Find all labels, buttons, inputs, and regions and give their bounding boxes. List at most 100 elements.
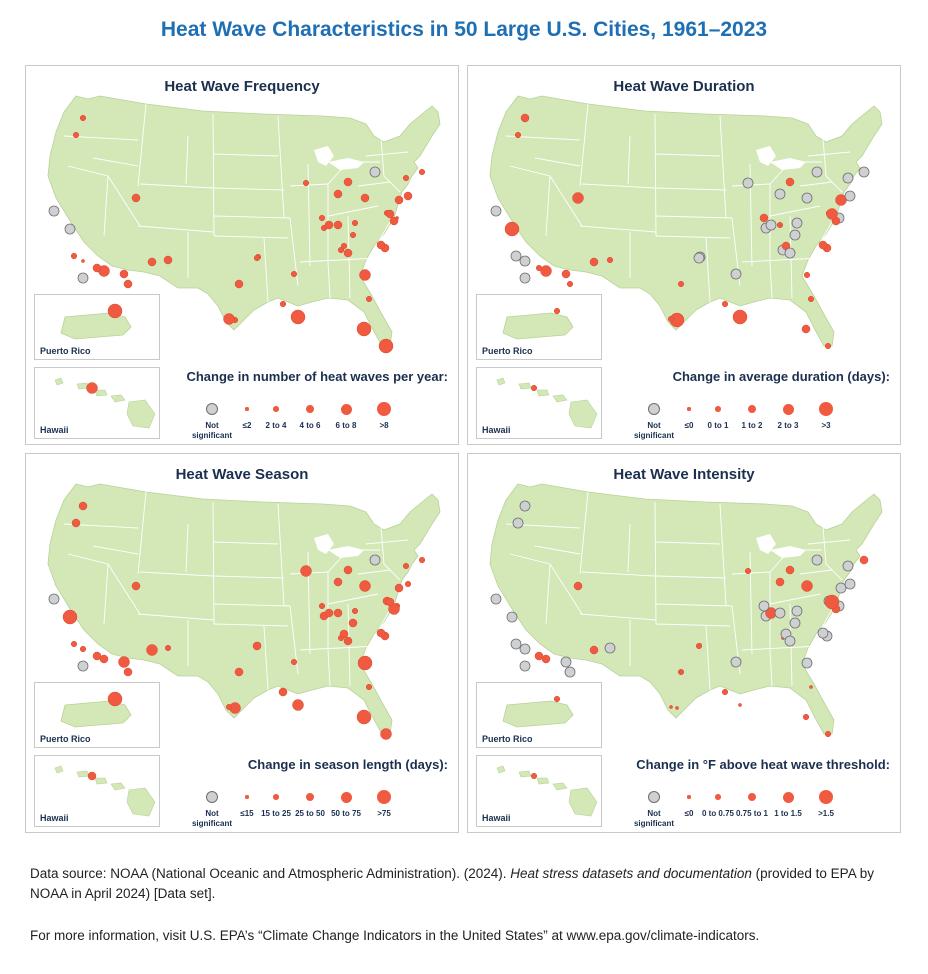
state-border (137, 225, 215, 233)
lake-erie (770, 546, 806, 558)
city-marker-new-york (403, 191, 413, 201)
city-marker-buffalo (811, 166, 823, 178)
city-marker-atlanta (359, 269, 371, 281)
city-marker-baltimore (826, 208, 838, 220)
city-marker-san-juan (107, 691, 123, 707)
inset-label-puerto-rico: Puerto Rico (40, 734, 91, 744)
city-marker-portland (512, 517, 524, 529)
legend-item: >1.5 (801, 787, 851, 819)
city-marker-raleigh (818, 240, 828, 250)
state-border (383, 175, 401, 193)
city-marker-san-diego (92, 651, 102, 661)
legend-label: 0.75 to 1 (735, 809, 768, 818)
legend-symbol (687, 407, 691, 411)
hawaii-inset: Hawaii (34, 755, 160, 827)
city-marker-new-orleans (721, 300, 729, 308)
legend-title: Change in °F above heat wave threshold: (636, 757, 890, 772)
legend-symbol (206, 403, 218, 415)
inset-label-hawaii: Hawaii (40, 425, 69, 435)
state-border (655, 623, 731, 627)
city-marker-albuquerque (163, 255, 173, 265)
state-border (277, 503, 285, 607)
city-marker-denver (519, 643, 531, 655)
city-marker-memphis (337, 246, 345, 254)
city-marker-cleveland (785, 177, 795, 187)
state-border (579, 491, 589, 575)
city-marker-san-antonio (669, 705, 673, 709)
puerto-rico-land (60, 700, 132, 728)
state-border (139, 571, 214, 577)
state-border (654, 501, 657, 625)
state-border (825, 563, 843, 581)
panel-intensity: Heat Wave Intensity Puerto Rico Hawaii C… (467, 453, 901, 833)
city-marker-cleveland (785, 565, 795, 575)
state-border (213, 215, 291, 219)
city-marker-fresno (77, 272, 89, 284)
city-marker-albuquerque (164, 644, 172, 652)
puerto-rico-land (502, 700, 574, 728)
city-marker-cincinnati (348, 618, 358, 628)
state-border (581, 571, 656, 577)
lake-erie (770, 158, 806, 170)
more-info: For more information, visit U.S. EPA’s “… (30, 928, 760, 943)
us-map (489, 95, 883, 350)
state-border (655, 575, 727, 579)
legend-item: ≤0 (664, 787, 714, 819)
state-border (367, 609, 391, 649)
city-marker-philadelphia (835, 582, 847, 594)
city-marker-jacksonville (365, 295, 373, 303)
city-marker-buffalo (369, 166, 381, 178)
city-marker-new-orleans (279, 300, 287, 308)
state-border (289, 183, 329, 187)
city-marker-nashville (340, 242, 348, 250)
city-marker-raleigh (376, 628, 386, 638)
legend-label: Not significant (191, 809, 232, 828)
state-border (749, 551, 753, 655)
city-marker-chicago (318, 214, 326, 222)
city-marker-indianapolis (774, 607, 786, 619)
legend-label: 50 to 75 (331, 809, 361, 818)
state-border (383, 563, 401, 581)
city-marker-dallas (677, 280, 685, 288)
city-marker-sacramento (510, 250, 522, 262)
city-marker-san-diego (534, 651, 544, 661)
state-border (545, 563, 551, 625)
legend-label: 4 to 6 (299, 421, 321, 430)
city-marker-boston (858, 166, 870, 178)
city-marker-tampa (802, 713, 810, 721)
us-land (489, 95, 883, 347)
city-marker-sacramento (70, 640, 78, 648)
hawaii-island (518, 382, 532, 390)
legend-label: ≤0 (684, 421, 694, 430)
city-marker-san-antonio (667, 315, 675, 323)
puerto-rico-inset: Puerto Rico (476, 682, 602, 748)
puerto-rico-land (502, 312, 574, 340)
hawaii-island (110, 782, 126, 791)
state-border (579, 613, 657, 621)
state-border (213, 187, 285, 191)
us-map (47, 95, 441, 354)
city-marker-minneapolis (730, 268, 742, 280)
city-marker-washington (388, 603, 400, 615)
legend-symbol (782, 791, 794, 803)
legend-symbol (715, 794, 721, 800)
legend-item: 2 to 4 (251, 399, 301, 431)
legend-symbol (648, 403, 660, 415)
state-border (213, 153, 279, 157)
state-border (139, 183, 214, 189)
state-border (327, 261, 331, 299)
city-marker-salt-lake-city (131, 193, 141, 203)
city-marker-san-diego (92, 263, 102, 273)
state-border (655, 215, 733, 219)
city-marker-san-jose (62, 609, 78, 625)
city-marker-miami (378, 338, 394, 354)
state-border (807, 151, 851, 157)
city-marker-raleigh (376, 240, 386, 250)
state-border (719, 115, 727, 219)
panel-season: Heat Wave Season Puerto Rico Hawaii Chan… (25, 453, 459, 833)
hawaii-island (94, 389, 108, 397)
us-land (47, 95, 441, 347)
lake-erie (328, 158, 364, 170)
legend-symbol (748, 405, 756, 413)
city-marker-los-angeles (540, 265, 552, 277)
